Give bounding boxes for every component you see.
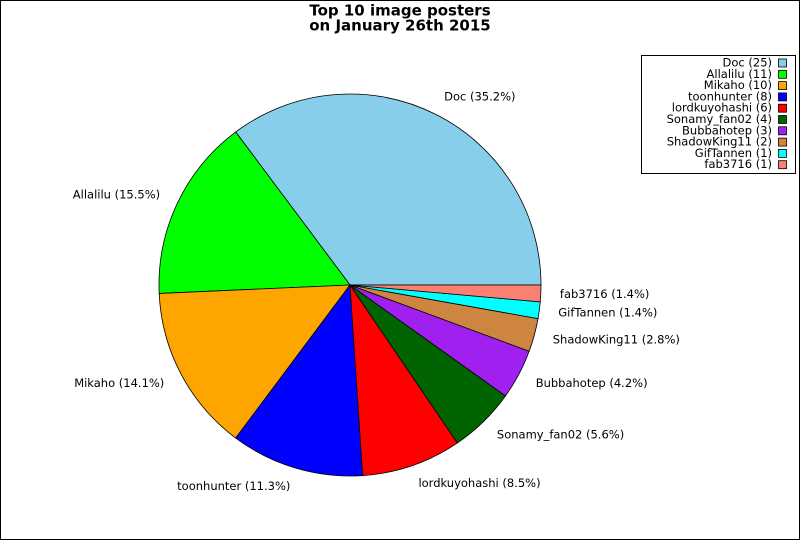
pie-slice — [158, 284, 351, 439]
legend-swatch — [778, 137, 787, 147]
legend-label: lordkuyohashi (6) — [672, 101, 772, 115]
slice-label: GifTannen (1.4%) — [558, 305, 657, 319]
legend-swatch — [778, 148, 787, 158]
pie-slice — [158, 131, 351, 294]
slice-label: fab3716 (1.4%) — [560, 287, 650, 301]
pie-slice — [235, 283, 364, 477]
legend-swatch — [778, 126, 787, 136]
legend-label: Doc (25) — [723, 56, 772, 70]
legend-label: Sonamy_fan02 (4) — [667, 112, 772, 126]
legend-swatch — [778, 103, 787, 113]
legend-label: Bubbahotep (3) — [682, 123, 772, 137]
legend-label: toonhunter (8) — [688, 89, 772, 103]
pie-slice — [349, 284, 542, 303]
legend-label: Allalilu (11) — [707, 67, 772, 81]
slice-label: Sonamy_fan02 (5.6%) — [497, 428, 624, 442]
legend-label: ShadowKing11 (2) — [667, 135, 772, 149]
legend-swatch — [778, 58, 787, 68]
slice-label: Allalilu (15.5%) — [73, 188, 160, 202]
legend-label: GifTannen (1) — [695, 146, 772, 160]
legend-label: Mikaho (10) — [704, 78, 772, 92]
pie-slice — [349, 283, 458, 477]
legend-swatch — [778, 160, 787, 170]
legend-swatch — [778, 81, 787, 90]
slice-label: Bubbahotep (4.2%) — [536, 376, 648, 390]
slice-label: lordkuyohashi (8.5%) — [418, 476, 540, 490]
legend-swatch — [778, 69, 787, 79]
slice-label: ShadowKing11 (2.8%) — [553, 333, 680, 347]
legend-swatch — [778, 92, 787, 102]
slice-label: toonhunter (11.3%) — [177, 479, 290, 493]
legend-swatch — [778, 115, 787, 124]
chart-title: Top 10 image posters — [309, 2, 490, 20]
legend-box — [641, 55, 796, 174]
slice-label: Mikaho (14.1%) — [74, 376, 164, 390]
legend-label: fab3716 (1) — [704, 157, 772, 171]
slice-label: Doc (35.2%) — [444, 90, 515, 104]
pie-slice — [235, 93, 542, 286]
chart-title: on January 26th 2015 — [309, 17, 490, 35]
